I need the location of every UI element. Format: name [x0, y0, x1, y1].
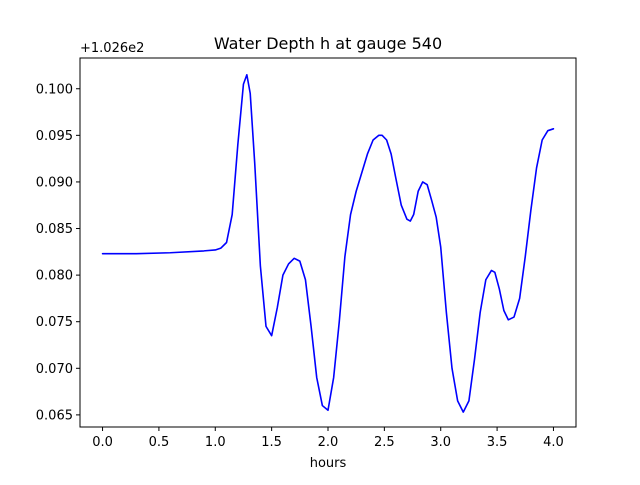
x-tick-label: 3.0: [430, 435, 451, 450]
y-tick-label: 0.070: [36, 362, 73, 377]
y-tick-label: 0.075: [36, 315, 73, 330]
x-tick-label: 2.5: [374, 435, 395, 450]
x-tick-label: 0.0: [92, 435, 113, 450]
chart-title: Water Depth h at gauge 540: [214, 34, 442, 53]
x-tick-label: 0.5: [149, 435, 170, 450]
plot-area: [101, 73, 555, 413]
y-tick-label: 0.100: [36, 82, 73, 97]
x-tick-label: 1.0: [205, 435, 226, 450]
y-tick-label: 0.080: [36, 269, 73, 284]
y-tick-label: 0.090: [36, 175, 73, 190]
y-tick-label: 0.085: [36, 222, 73, 237]
y-axis-offset-label: +1.026e2: [80, 41, 144, 56]
x-tick-label: 4.0: [543, 435, 564, 450]
x-tick-label: 2.0: [318, 435, 339, 450]
y-tick-label: 0.095: [36, 129, 73, 144]
y-tick-label: 0.065: [36, 408, 73, 423]
x-tick-label: 3.5: [487, 435, 508, 450]
series-line-0: [101, 73, 555, 413]
x-axis-label: hours: [310, 456, 347, 471]
x-tick-label: 1.5: [261, 435, 282, 450]
